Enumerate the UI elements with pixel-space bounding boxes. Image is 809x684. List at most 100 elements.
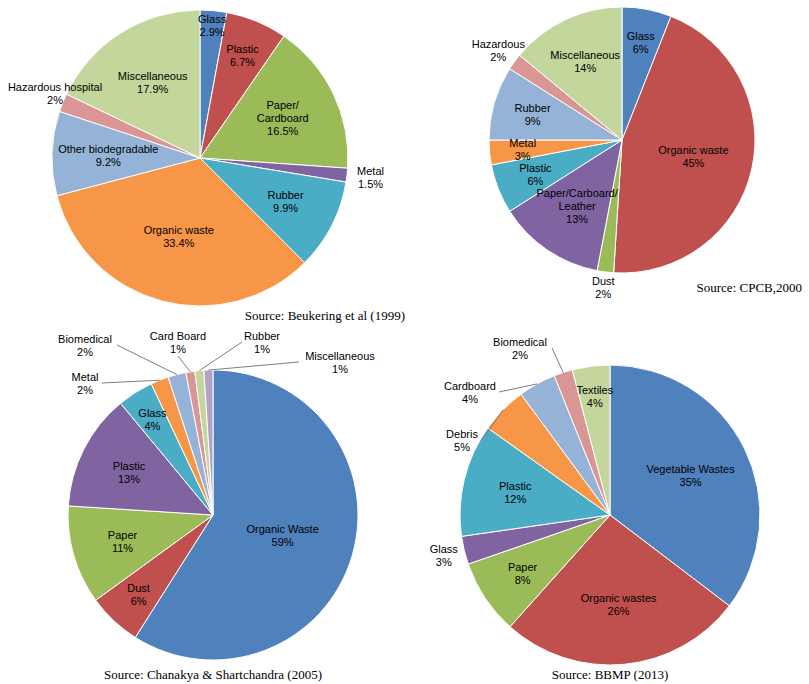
source-note: Source: Chanakya & Shartchandra (2005): [104, 667, 322, 682]
slice-label: Plastic: [519, 162, 552, 174]
slice-label: Glass: [430, 543, 459, 555]
pie-slice: [68, 506, 213, 600]
value-label: 2%: [77, 384, 93, 396]
pie-chart: Glass6%Organic waste45%Dust2%Paper/Carbo…: [472, 7, 802, 300]
slice-label: Metal: [357, 165, 384, 177]
value-label: 13%: [118, 473, 140, 485]
pie-slice: [204, 370, 213, 515]
value-label: 3%: [515, 150, 531, 162]
source-note: Source: Beukering et al (1999): [245, 308, 405, 323]
source-note: Source: CPCB,2000: [697, 280, 802, 295]
value-label: 45%: [682, 157, 704, 169]
data-labels: Glass2.9%Plastic6.7%Paper/Cardboard16.5%…: [8, 13, 384, 249]
leader-line: [208, 362, 299, 370]
slice-label: Organic waste: [658, 144, 728, 156]
data-labels: Vegetable Wastes35% Organic wastes26% Pape…: [430, 336, 735, 618]
slice-label: Miscellaneous: [550, 49, 620, 61]
slice-label: Organic waste: [144, 224, 214, 236]
value-label: 35%: [680, 476, 702, 488]
value-label: 5%: [454, 441, 470, 453]
leader-line: [178, 356, 190, 372]
slice-label: Dust: [592, 275, 615, 287]
slice-label: Glass: [627, 30, 656, 42]
value-label: 1%: [170, 343, 186, 355]
slice-label: Hazardous: [472, 38, 526, 50]
pie-chart: Organic Waste59% Dust6% Paper11% Plastic13%…: [58, 330, 375, 683]
slices: [52, 10, 348, 306]
value-label: 11%: [112, 542, 133, 554]
slice-label: Glass: [138, 407, 167, 419]
source-note: Source: BBMP (2013): [552, 667, 669, 682]
slices: [460, 365, 760, 665]
figure: Glass2.9%Plastic6.7%Paper/Cardboard16.5%…: [0, 0, 809, 684]
value-label: 4%: [462, 393, 478, 405]
slice-label: Vegetable Wastes: [646, 463, 735, 475]
slice-label: Dust: [127, 582, 150, 594]
value-label: 17.9%: [137, 83, 168, 95]
slice-label: Rubber: [268, 189, 304, 201]
value-label: 12%: [504, 493, 526, 505]
value-label: 13%: [566, 213, 588, 225]
value-label: 14%: [574, 62, 596, 74]
value-label: 9.9%: [273, 202, 298, 214]
slice-label: Paper/: [266, 99, 299, 111]
slice-label: Metal: [509, 137, 536, 149]
slice-label: Card Board: [150, 330, 206, 342]
value-label: 16.5%: [267, 125, 298, 137]
value-label: 8%: [515, 574, 531, 586]
value-label: 6.7%: [230, 56, 255, 68]
value-label: 59%: [272, 536, 294, 548]
data-labels: Organic Waste59% Dust6% Paper11% Plastic13%…: [58, 330, 375, 607]
value-label: 6%: [131, 595, 147, 607]
slice-label: Organic wastes: [581, 592, 657, 604]
value-label: 33.4%: [163, 237, 194, 249]
slice-label: Cardboard: [444, 380, 496, 392]
leader-line: [482, 410, 503, 440]
slice-label: Plastic: [499, 480, 532, 492]
value-label: 6%: [527, 175, 543, 187]
background: [0, 0, 809, 684]
value-label: 9%: [525, 115, 541, 127]
slices: [489, 7, 755, 273]
value-label: 9.2%: [96, 156, 121, 168]
value-label: 4%: [587, 397, 603, 409]
slice-label: Rubber: [244, 330, 280, 342]
slice-label: Rubber: [515, 102, 551, 114]
leader-line: [102, 380, 160, 383]
leader-line: [199, 342, 242, 371]
data-labels: Glass6%Organic waste45%Dust2%Paper/Carbo…: [472, 30, 729, 301]
slice-label: Glass: [198, 13, 227, 25]
slice-label: Plastic: [113, 460, 146, 472]
value-label: 2%: [512, 349, 528, 361]
slice-label: Miscellaneous: [118, 70, 188, 82]
value-label: 26%: [608, 605, 630, 617]
value-label: 2%: [47, 94, 63, 106]
value-label: 1%: [254, 343, 270, 355]
slice-label: Metal: [72, 371, 99, 383]
value-label: 4%: [144, 420, 160, 432]
value-label: 2%: [77, 346, 93, 358]
pie-slice: [195, 370, 213, 515]
value-label: 2%: [490, 51, 506, 63]
slice-label: Other biodegradable: [58, 143, 158, 155]
value-label: 6%: [633, 43, 649, 55]
slice-label: Plastic: [226, 43, 259, 55]
leader-line: [499, 384, 537, 392]
slice-label: Hazardous hospital: [8, 81, 102, 93]
slice-label: Paper: [508, 561, 538, 573]
value-label: 2.9%: [200, 26, 225, 38]
value-label: 1.5%: [358, 178, 383, 190]
slice-label: Debris: [446, 428, 478, 440]
pie-slice: [200, 36, 348, 168]
slice-label: Paper/Carboard/: [536, 187, 618, 199]
value-label: 1%: [332, 363, 348, 375]
pie-slice: [614, 16, 755, 273]
pie-slice: [520, 7, 622, 140]
value-label: 3%: [436, 556, 452, 568]
slice-label: Paper: [108, 529, 138, 541]
pie-chart: Glass2.9%Plastic6.7%Paper/Cardboard16.5%…: [8, 10, 405, 323]
value-label: 2%: [595, 288, 611, 300]
leader-line: [117, 345, 177, 375]
slice-label: Organic Waste: [246, 523, 318, 535]
slice-label: Biomedical: [493, 336, 547, 348]
